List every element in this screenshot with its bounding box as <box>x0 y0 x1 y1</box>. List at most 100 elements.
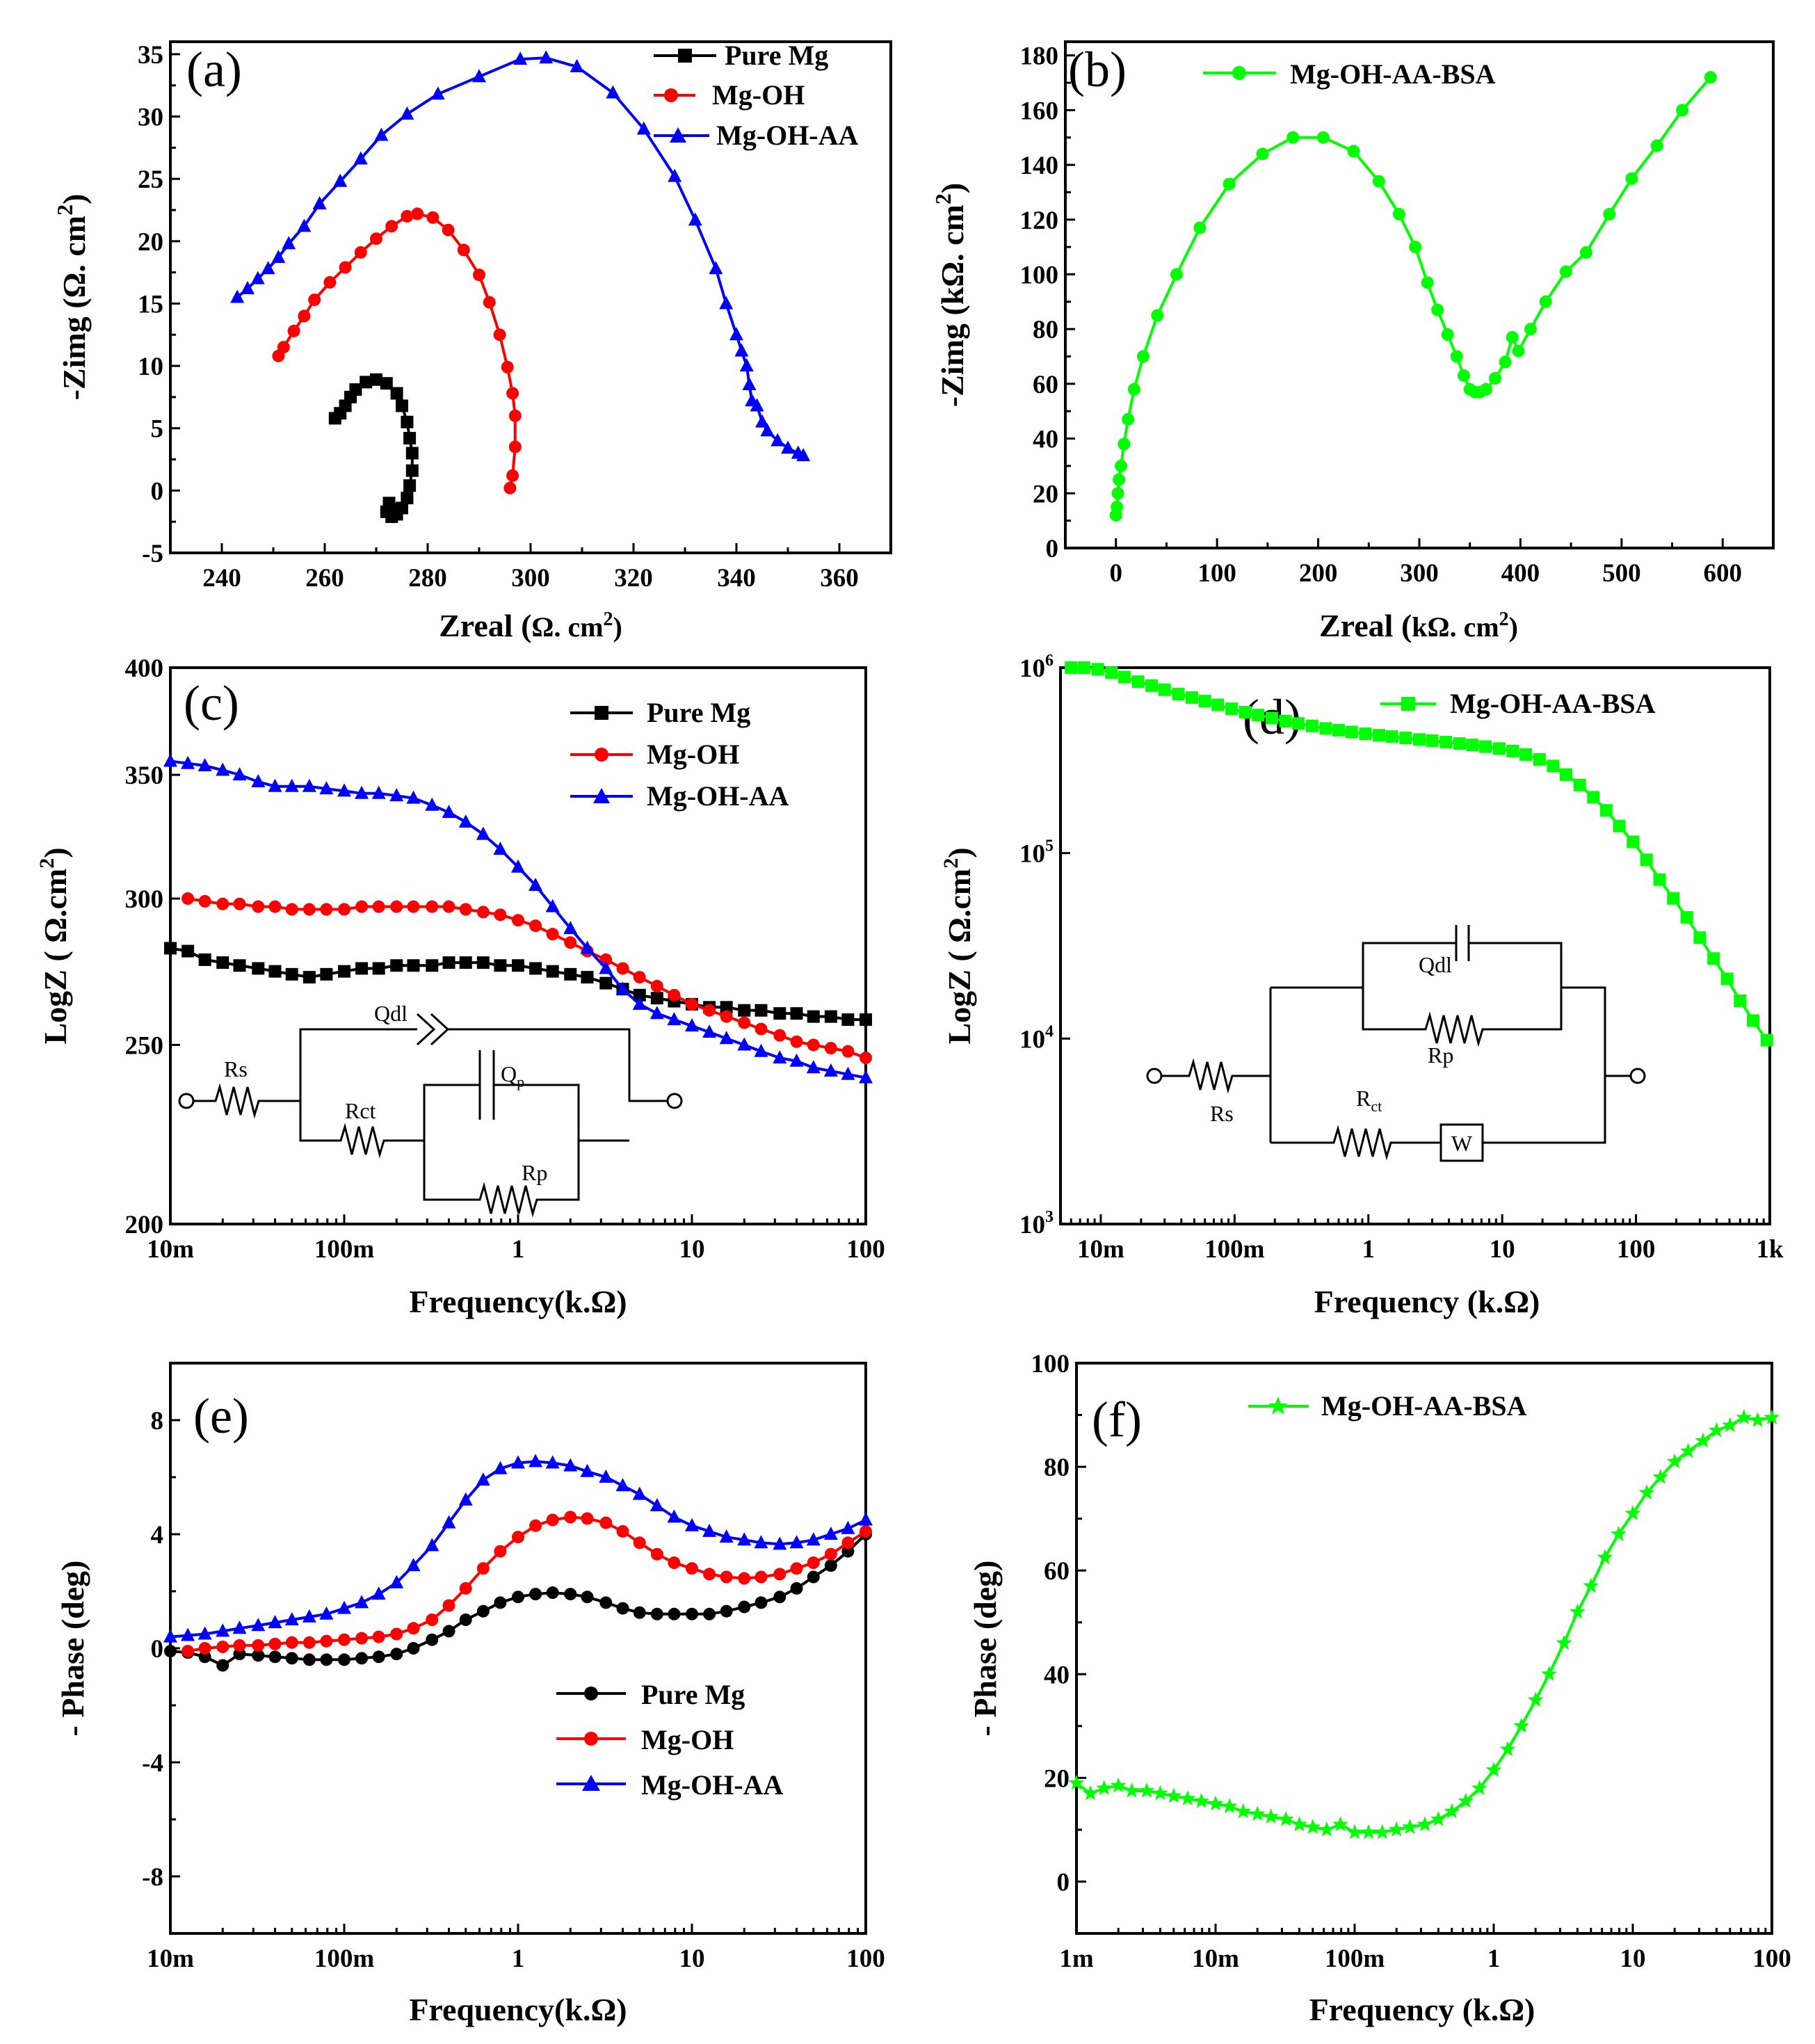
data-point <box>1709 1422 1725 1438</box>
circuit-qdl: Qdl <box>374 1001 408 1026</box>
y-tick-label: 4 <box>151 1521 164 1550</box>
data-point <box>355 962 369 975</box>
panel-e-xlabel: Frequency(k.Ω) <box>409 1992 627 2027</box>
legend-label-mg-oh: Mg-OH <box>647 739 739 770</box>
data-point <box>1704 71 1717 84</box>
panel-f-legend: Mg-OH-AA-BSA <box>1248 1390 1527 1422</box>
data-point <box>703 1568 716 1581</box>
data-point <box>636 121 651 135</box>
data-point <box>458 1492 473 1506</box>
data-point <box>163 1629 177 1643</box>
panel-f-series <box>1068 1409 1780 1840</box>
data-point <box>755 414 769 428</box>
data-point <box>1345 725 1358 739</box>
data-point <box>1506 744 1519 757</box>
data-point <box>164 1645 177 1658</box>
data-point <box>459 903 472 916</box>
y-tick-label: 20 <box>1044 1764 1070 1793</box>
data-point <box>513 51 528 65</box>
data-point <box>1372 175 1385 188</box>
data-point <box>859 1512 873 1526</box>
data-point <box>320 1653 333 1666</box>
data-point <box>1305 719 1318 732</box>
data-point <box>1316 131 1330 144</box>
series-line-mg-oh <box>187 1515 867 1653</box>
data-point <box>1541 1666 1557 1681</box>
data-point <box>268 965 282 978</box>
data-point <box>1122 413 1135 426</box>
data-point <box>1152 1785 1168 1801</box>
legend-marker-pure-mg <box>595 706 608 720</box>
data-point <box>233 1639 246 1652</box>
data-point <box>1458 1792 1474 1808</box>
data-point <box>339 261 352 274</box>
data-point <box>719 296 734 309</box>
y-tick-label: 350 <box>125 762 164 790</box>
data-point <box>1676 104 1689 117</box>
data-point <box>285 903 298 916</box>
data-point <box>319 781 334 795</box>
data-point <box>268 900 282 913</box>
data-point <box>1650 139 1663 152</box>
legend-marker-mg-oh-aa <box>670 127 686 143</box>
data-point <box>1179 1790 1196 1805</box>
data-point <box>1265 711 1278 725</box>
data-point <box>493 328 506 341</box>
data-point <box>319 1606 334 1620</box>
data-point <box>493 842 508 855</box>
data-point <box>380 377 393 390</box>
x-tick-label: 600 <box>1704 559 1743 588</box>
data-point <box>494 908 507 922</box>
data-point <box>1172 688 1185 701</box>
data-point <box>685 1518 699 1531</box>
data-point <box>1131 675 1145 689</box>
data-point <box>337 783 351 797</box>
data-point <box>284 1612 299 1625</box>
data-point <box>406 790 421 804</box>
y-tick-label: 100 <box>1020 261 1059 289</box>
data-point <box>1426 734 1439 747</box>
panel-f-frame <box>1075 1362 1773 1935</box>
data-point <box>252 962 265 975</box>
data-point <box>268 1615 282 1629</box>
y-tick-label: 0 <box>1057 1868 1070 1897</box>
data-point <box>1372 729 1385 742</box>
data-point <box>511 859 525 873</box>
y-tick-label: 20 <box>138 228 163 257</box>
data-point <box>233 1648 246 1661</box>
panel-c-label: (c) <box>184 675 239 731</box>
data-point <box>472 69 486 83</box>
data-point <box>1347 145 1360 158</box>
data-point <box>1624 1505 1641 1520</box>
data-point <box>512 914 524 927</box>
data-point <box>1110 1777 1127 1793</box>
data-point <box>1263 1808 1279 1824</box>
data-point <box>430 86 445 100</box>
data-point <box>511 1455 525 1469</box>
y-tick-label: 120 <box>1020 207 1059 235</box>
data-point <box>1346 1824 1363 1840</box>
data-point <box>599 1470 613 1483</box>
data-point <box>302 778 316 792</box>
data-point <box>1736 1409 1752 1424</box>
data-point <box>476 1472 490 1486</box>
y-tick-label: -5 <box>142 540 163 568</box>
data-point <box>1667 892 1680 905</box>
data-point <box>616 962 629 975</box>
data-point <box>789 1053 804 1067</box>
data-point <box>773 1591 786 1604</box>
data-point <box>1332 1816 1348 1832</box>
data-point <box>1479 740 1492 753</box>
data-point <box>1627 835 1640 848</box>
data-point <box>1113 473 1126 486</box>
y-tick-label: 10 <box>138 353 163 381</box>
data-point <box>232 1620 247 1634</box>
data-point <box>564 1588 577 1601</box>
data-point <box>1305 1819 1321 1834</box>
data-point <box>1750 1412 1766 1427</box>
y-tick-label: 0 <box>1046 535 1059 563</box>
data-point <box>268 778 282 792</box>
legend-label-mg-oh-aa-bsa: Mg-OH-AA-BSA <box>1321 1390 1527 1422</box>
panel-c-ticks: 10m 100m 1 10 100 200 250 300 350 400 <box>125 654 885 1264</box>
data-point <box>1286 131 1300 144</box>
